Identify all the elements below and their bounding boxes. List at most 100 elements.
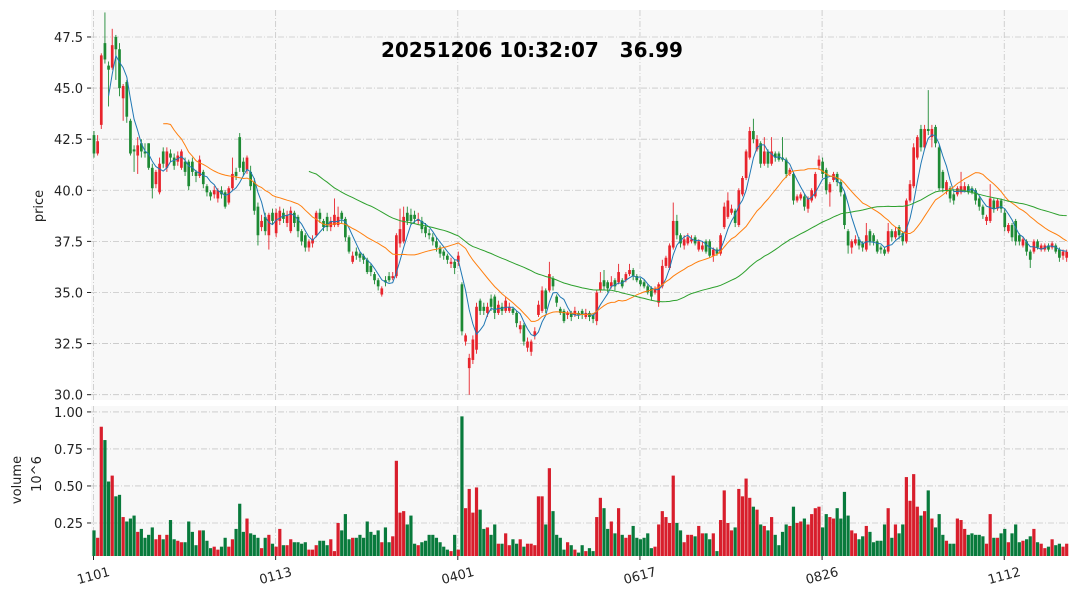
candle-body [1047,245,1050,250]
volume-bar [343,514,347,556]
candle-body [201,171,205,185]
candle-body [646,286,650,293]
volume-bar [853,533,857,556]
candle-body [205,186,209,193]
volume-bar [635,537,639,556]
candle-body [486,306,489,313]
volume-bar [649,548,653,556]
candle-body [311,239,314,244]
candle-body [344,218,347,238]
candle-body [934,126,937,144]
candle-body [617,272,620,283]
candle-body [511,308,515,313]
volume-bar [398,512,402,556]
candle-body [609,282,613,287]
volume-bar [908,500,912,556]
candle-body [919,128,923,148]
volume-bar [751,506,755,556]
volume-bar [766,530,770,556]
candle-body [642,282,646,287]
volume-bar [740,496,745,556]
candle-body [653,288,657,293]
volume-bar [817,506,821,556]
volume-bar [525,543,530,556]
candle-body [813,173,817,197]
candle-body [271,212,274,221]
volume-bar [915,506,919,556]
volume-bar [518,539,522,556]
price-tick-label: 40.0 [54,184,83,199]
volume-bar [810,514,814,556]
volume-bar [675,522,679,556]
candle-body [741,178,744,195]
candle-body [657,284,661,303]
volume-bar [536,496,541,556]
candle-body [1010,225,1014,238]
volume-bar [245,518,249,556]
candles [92,12,1069,395]
volume-bar [114,496,118,556]
volume-bar [267,534,271,556]
candle-body [726,200,730,217]
candle-body [409,214,413,221]
volume-bar [1003,528,1007,556]
volume-bar [667,522,672,556]
candle-body [639,280,642,285]
candle-body [864,235,868,250]
candle-body [1003,212,1007,228]
candle-body [992,200,996,209]
volume-bar [230,539,235,556]
volume-bar [529,543,533,556]
volume-bar [565,542,570,556]
volume-bar [150,527,154,556]
volume-bar [533,545,537,556]
volume-bar [952,543,956,556]
volume-bar [657,524,661,556]
candle-body [274,212,278,234]
volume-bar [718,520,723,556]
candle-body [96,141,99,154]
volume-bar [372,534,377,556]
candle-body [730,208,733,213]
volume-bar [1028,536,1032,556]
candle-body [719,235,722,254]
volume-bar [1054,545,1058,556]
x-tick-label: 0113 [258,565,294,588]
volume-bar [103,440,107,556]
candle-body [1017,235,1021,242]
candle-body [147,143,150,168]
volume-bar [595,517,599,556]
candle-body [187,161,191,187]
volume-bar [507,545,511,556]
volume-bar [606,528,610,556]
candle-body [161,151,165,164]
candle-body [442,251,446,256]
candle-body [395,235,398,277]
volume-bar [376,530,380,556]
price-tick-label: 30.0 [54,389,83,404]
volume-bar [963,528,967,556]
volume-bar [821,527,825,556]
candle-body [296,216,300,232]
volume-bar [478,509,482,556]
candle-body [748,131,752,158]
volume-bar [948,543,952,556]
candle-body [660,265,664,287]
candle-body [464,335,467,342]
candle-body [759,143,763,164]
volume-bar [128,518,133,556]
candle-body [231,173,234,189]
volume-bar [842,491,847,556]
candle-body [854,239,857,244]
volume-bar [154,539,158,556]
chart-title: 20251206 10:32:07 36.99 [381,38,683,62]
candle-body [544,290,548,309]
x-tick-label: 1101 [76,565,112,588]
volume-bar [857,539,861,556]
candle-body [977,198,981,207]
candle-body [1061,251,1065,256]
candle-body [861,243,865,248]
candle-body [599,282,602,291]
candle-body [293,212,296,223]
volume-bar [966,534,970,556]
